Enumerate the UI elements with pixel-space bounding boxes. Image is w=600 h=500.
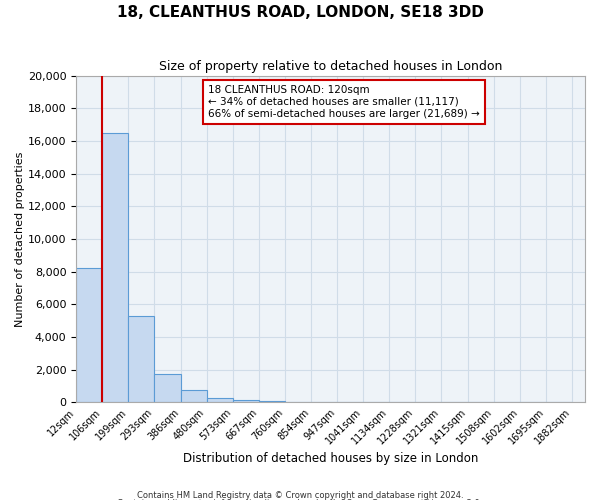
Text: 18 CLEANTHUS ROAD: 120sqm
← 34% of detached houses are smaller (11,117)
66% of s: 18 CLEANTHUS ROAD: 120sqm ← 34% of detac… (208, 86, 480, 118)
Bar (259, 401, 285, 402)
Bar (181, 390, 206, 402)
Bar (76, 268, 102, 402)
Bar (233, 400, 259, 402)
Text: Contains HM Land Registry data © Crown copyright and database right 2024.: Contains HM Land Registry data © Crown c… (137, 490, 463, 500)
Bar (102, 132, 128, 402)
Bar (154, 374, 181, 402)
Text: 18, CLEANTHUS ROAD, LONDON, SE18 3DD: 18, CLEANTHUS ROAD, LONDON, SE18 3DD (116, 5, 484, 20)
X-axis label: Distribution of detached houses by size in London: Distribution of detached houses by size … (183, 452, 478, 465)
Bar (206, 398, 233, 402)
Y-axis label: Number of detached properties: Number of detached properties (15, 152, 25, 326)
Title: Size of property relative to detached houses in London: Size of property relative to detached ho… (159, 60, 502, 73)
Bar (128, 316, 154, 402)
